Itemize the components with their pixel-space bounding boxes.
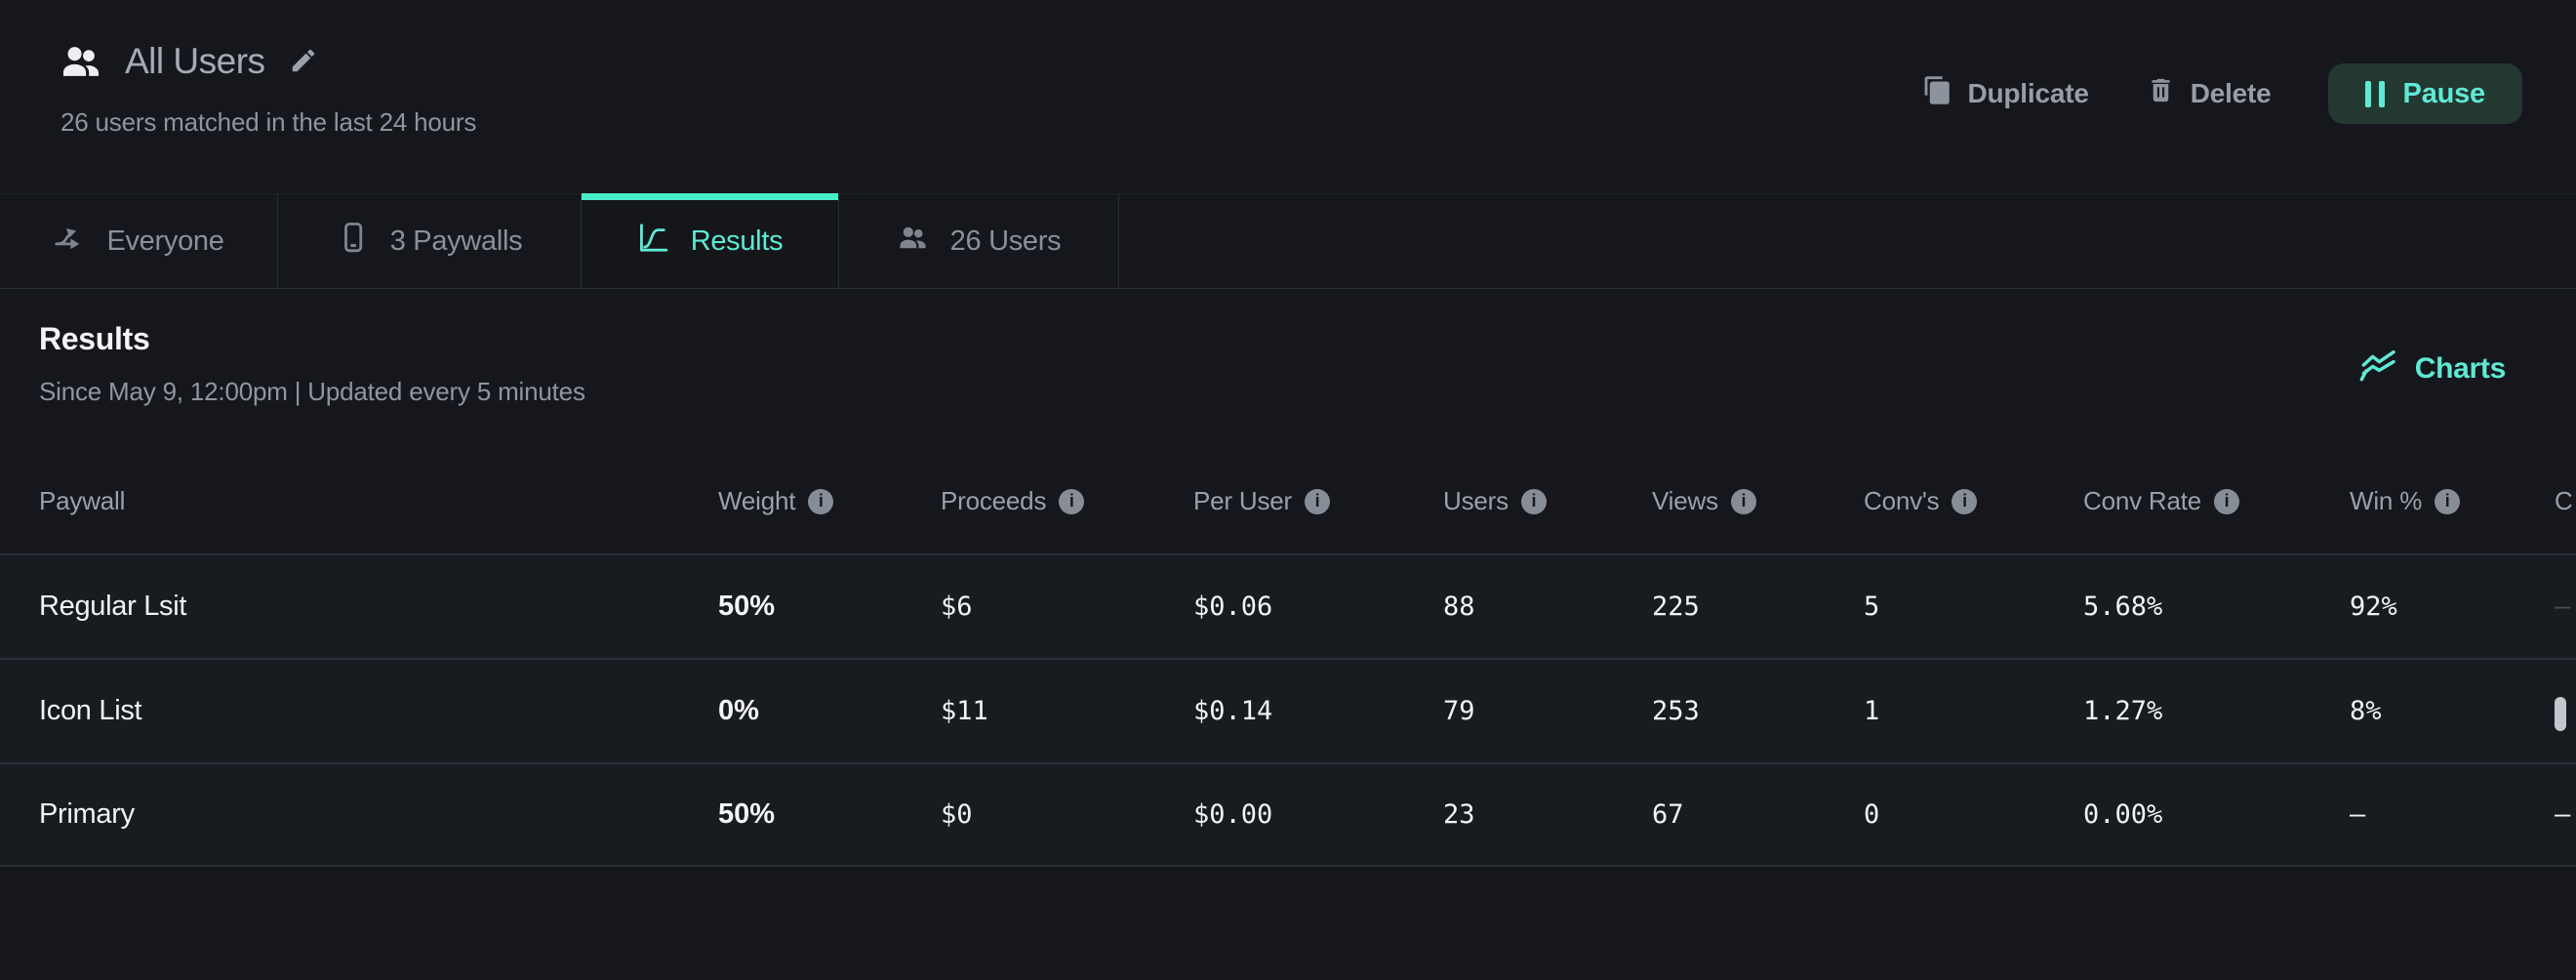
cell-win-pct: – [2350, 799, 2366, 830]
cell-per-user: $0.06 [1193, 592, 1273, 622]
copy-icon [1922, 75, 1952, 112]
phone-icon [337, 222, 369, 262]
cell-paywall: Primary [39, 798, 135, 830]
delete-label: Delete [2190, 78, 2272, 108]
header-actions: Duplicate Delete Pause [1922, 0, 2522, 187]
cell-proceeds: $6 [941, 592, 973, 622]
cell-truncated: – [2555, 592, 2571, 622]
column-header-paywall: Paywall [39, 486, 126, 515]
column-header-per-user: Per User [1193, 486, 1443, 516]
tab-users[interactable]: 26 Users [839, 194, 1119, 288]
info-icon[interactable] [1304, 488, 1330, 514]
column-header-users: Users [1443, 486, 1652, 516]
duplicate-button[interactable]: Duplicate [1922, 75, 2089, 112]
table-header-row: Paywall Weight Proceeds Per User Users V… [0, 449, 2576, 553]
cell-proceeds: $0 [941, 799, 973, 830]
tab-results[interactable]: Results [582, 193, 839, 288]
cell-views: 67 [1652, 799, 1684, 830]
tab-label: 3 Paywalls [389, 225, 523, 257]
matched-users-subtitle: 26 users matched in the last 24 hours [60, 107, 477, 137]
cell-users: 79 [1443, 696, 1475, 726]
delete-button[interactable]: Delete [2146, 75, 2272, 112]
column-header-truncated: C [2555, 486, 2573, 515]
pause-icon [2364, 80, 2385, 107]
cell-paywall: Regular Lsit [39, 591, 187, 622]
info-icon[interactable] [2214, 488, 2240, 514]
branch-arrows-icon [53, 222, 85, 262]
cell-conv-rate: 5.68% [2083, 592, 2163, 622]
column-header-convs: Conv's [1864, 486, 2083, 516]
info-icon[interactable] [1059, 488, 1085, 514]
scrollbar-thumb[interactable] [2555, 697, 2566, 731]
cell-convs: 1 [1864, 696, 1880, 726]
cell-convs: 5 [1864, 592, 1880, 622]
cell-users: 88 [1443, 592, 1475, 622]
experiment-title: All Users [125, 41, 265, 81]
column-header-proceeds: Proceeds [941, 486, 1193, 516]
cell-weight: 50% [718, 591, 776, 622]
experiment-title-row: All Users [59, 41, 318, 82]
tab-label: Results [690, 225, 784, 257]
cell-weight: 50% [718, 798, 776, 830]
cell-paywall: Icon List [39, 695, 142, 726]
cell-truncated: – [2555, 799, 2571, 830]
column-header-win-pct: Win % [2350, 486, 2555, 516]
cell-proceeds: $11 [941, 696, 988, 726]
users-icon [897, 222, 929, 262]
info-icon[interactable] [1520, 488, 1547, 514]
pause-button[interactable]: Pause [2327, 63, 2522, 124]
edit-title-button[interactable] [289, 46, 318, 78]
cell-views: 225 [1652, 592, 1700, 622]
trash-icon [2146, 75, 2176, 112]
duplicate-label: Duplicate [1967, 78, 2089, 108]
info-icon[interactable] [2435, 488, 2461, 514]
cell-conv-rate: 0.00% [2083, 799, 2163, 830]
pencil-icon [289, 46, 318, 78]
tab-bar: Everyone 3 Paywalls Results [0, 193, 2576, 289]
cell-per-user: $0.14 [1193, 696, 1273, 726]
cell-weight: 0% [718, 695, 759, 726]
pause-label: Pause [2402, 77, 2486, 109]
results-table: Paywall Weight Proceeds Per User Users V… [0, 449, 2576, 867]
table-row: Primary 50% $0 $0.00 23 67 0 0.00% – – [0, 762, 2576, 867]
experiment-header: All Users 26 users matched in the last 2… [0, 0, 2576, 193]
users-icon [59, 43, 103, 80]
column-header-views: Views [1652, 486, 1864, 516]
tab-label: Everyone [106, 225, 224, 257]
results-header: Results Since May 9, 12:00pm | Updated e… [0, 289, 2576, 449]
tab-paywalls[interactable]: 3 Paywalls [278, 194, 582, 288]
cell-win-pct: 8% [2350, 696, 2382, 726]
column-header-conv-rate: Conv Rate [2083, 486, 2350, 516]
info-icon[interactable] [1730, 488, 1756, 514]
table-row: Regular Lsit 50% $6 $0.06 88 225 5 5.68%… [0, 553, 2576, 658]
tab-label: 26 Users [949, 225, 1062, 257]
column-header-weight: Weight [718, 486, 941, 516]
results-subtitle: Since May 9, 12:00pm | Updated every 5 m… [39, 377, 585, 406]
tab-everyone[interactable]: Everyone [0, 194, 278, 288]
table-row: Icon List 0% $11 $0.14 79 253 1 1.27% 8% [0, 658, 2576, 762]
results-title: Results [39, 321, 150, 356]
charts-label: Charts [2414, 352, 2507, 385]
cell-users: 23 [1443, 799, 1475, 830]
line-chart-icon [2358, 347, 2397, 390]
cell-views: 253 [1652, 696, 1700, 726]
info-icon[interactable] [808, 488, 834, 514]
cell-conv-rate: 1.27% [2083, 696, 2163, 726]
charts-button[interactable]: Charts [2358, 347, 2506, 390]
info-icon[interactable] [1952, 488, 1978, 514]
curve-chart-icon [637, 222, 669, 262]
cell-per-user: $0.00 [1193, 799, 1273, 830]
cell-convs: 0 [1864, 799, 1880, 830]
cell-win-pct: 92% [2350, 592, 2397, 622]
